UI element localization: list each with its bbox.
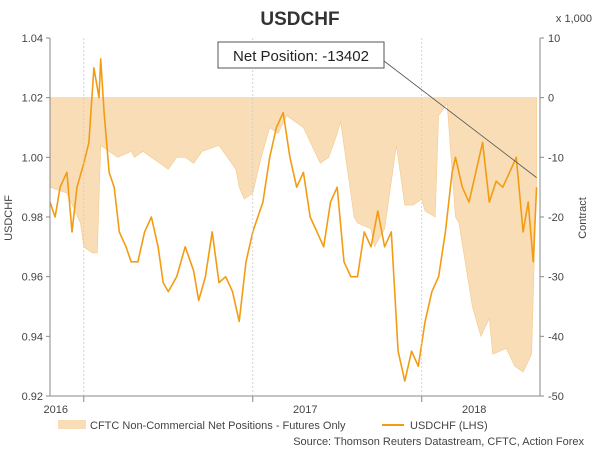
legend-label-usdchf: USDCHF (LHS) (410, 420, 488, 432)
left-tick-label: 0.94 (22, 331, 43, 343)
callout-leader-line (383, 60, 537, 178)
left-tick-label: 0.92 (22, 391, 43, 403)
callout-box (217, 41, 385, 69)
legend-item-net-positions: CFTC Non-Commercial Net Positions - Futu… (58, 420, 346, 432)
source-note: Source: Thomson Reuters Datastream, CFTC… (293, 436, 584, 448)
x-tick-label: 2017 (293, 404, 317, 416)
series-net-positions-area (49, 97, 537, 373)
plot-area (49, 58, 538, 382)
right-tick-label: -30 (548, 272, 564, 284)
left-tick-label: 1.00 (22, 152, 43, 164)
legend-swatch-net-positions (58, 420, 86, 429)
left-tick-label: 0.96 (22, 272, 43, 284)
right-tick-label: 0 (548, 93, 554, 105)
axes: 0.92 0.94 0.96 0.98 1.00 1.02 1.04 -50 -40 -30 -20… (22, 33, 564, 416)
right-tick-label: -50 (548, 391, 564, 403)
x-tick-label: 2016 (44, 404, 68, 416)
left-tick-label: 0.98 (22, 212, 43, 224)
right-tick-label: -40 (548, 331, 564, 343)
left-axis-title: USDCHF (3, 195, 15, 241)
net-position-callout: Net Position: -13402 (217, 41, 537, 178)
chart-title: USDCHF (260, 9, 339, 30)
right-tick-label: -20 (548, 212, 564, 224)
callout-text: Net Position: -13402 (233, 48, 369, 65)
left-tick-label: 1.02 (22, 93, 43, 105)
legend-label-net-positions: CFTC Non-Commercial Net Positions - Futu… (90, 420, 346, 432)
x-tick-label: 2018 (462, 404, 486, 416)
legend-item-usdchf: USDCHF (LHS) (382, 420, 488, 432)
series-usdchf-line (49, 58, 538, 382)
left-tick-label: 1.04 (22, 33, 43, 45)
right-tick-label: -10 (548, 152, 564, 164)
right-tick-label: 10 (548, 33, 560, 45)
legend: CFTC Non-Commercial Net Positions - Futu… (58, 420, 488, 432)
right-axis-unit: x 1,000 (556, 13, 592, 25)
right-axis-title: Contract (577, 197, 589, 239)
